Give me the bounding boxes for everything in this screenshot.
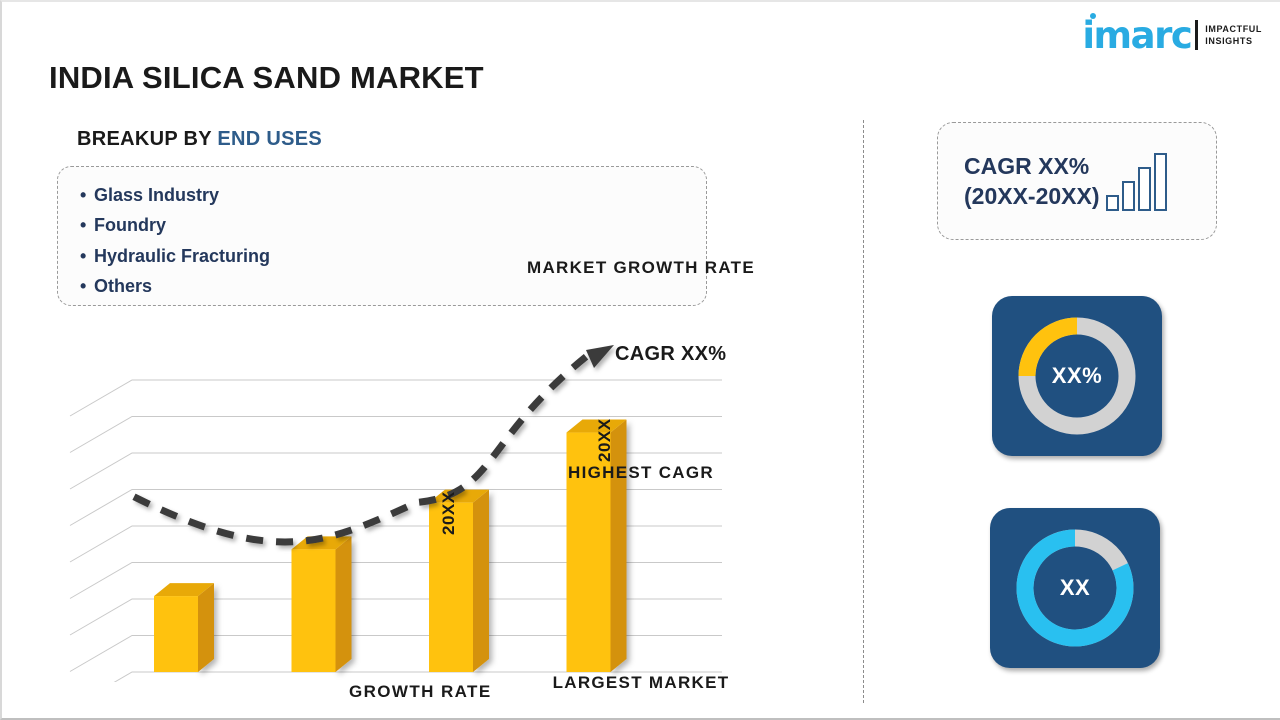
highest-cagr-donut xyxy=(1018,317,1136,435)
chart-canvas xyxy=(69,345,722,682)
list-item: • Foundry xyxy=(80,210,706,240)
logo-tagline: IMPACTFUL INSIGHTS xyxy=(1205,23,1262,47)
page-title: INDIA SILICA SAND MARKET xyxy=(49,60,484,95)
cagr-period: (20XX-20XX) xyxy=(964,183,1100,209)
logo-tagline-line1: IMPACTFUL xyxy=(1205,24,1262,34)
end-use-label: Hydraulic Fracturing xyxy=(94,245,271,266)
bullet-icon: • xyxy=(80,185,87,205)
end-uses-card: • Glass Industry • Foundry • Hydraulic Frac… xyxy=(57,166,707,306)
chart-trend-label: CAGR XX% xyxy=(615,343,727,365)
bar-value-label: 20XX xyxy=(595,418,614,462)
bullet-icon: • xyxy=(80,276,87,297)
vertical-divider xyxy=(863,120,864,703)
chart-gridlines xyxy=(69,379,722,682)
bar-chart-ascending-icon xyxy=(1105,151,1167,211)
chart-trend-arrow xyxy=(132,345,614,546)
highest-cagr-tile: XX% xyxy=(992,296,1162,456)
bullet-icon: • xyxy=(80,245,87,266)
largest-market-value: XX xyxy=(1059,575,1091,600)
logo-tagline-line2: INSIGHTS xyxy=(1205,36,1253,46)
end-use-label: Glass Industry xyxy=(94,185,220,205)
subtitle-prefix: BREAKUP BY xyxy=(77,128,218,150)
chart-x-axis-label: GROWTH RATE xyxy=(349,682,492,701)
market-growth-rate-card: CAGR XX% (20XX-20XX) xyxy=(937,122,1217,240)
end-use-label: Others xyxy=(94,276,153,297)
largest-market-caption: LARGEST MARKET xyxy=(552,673,730,692)
logo-wordmark: imarc xyxy=(1082,12,1193,57)
list-item: • Hydraulic Fracturing xyxy=(80,241,706,271)
bullet-icon: • xyxy=(80,215,87,236)
subtitle-highlight: END USES xyxy=(217,128,323,150)
list-item: • Others xyxy=(80,271,706,301)
imarc-logo: imarc IMPACTFUL INSIGHTS xyxy=(1082,12,1262,57)
highest-cagr-value: XX% xyxy=(1051,363,1103,388)
bar-value-label: 20XX xyxy=(439,491,458,535)
chart-bars xyxy=(154,419,627,672)
largest-market-donut xyxy=(1016,529,1134,647)
market-growth-rate-caption: MARKET GROWTH RATE xyxy=(526,258,755,277)
largest-market-tile: XX xyxy=(990,508,1160,668)
growth-rate-bar-chart xyxy=(62,332,762,682)
cagr-card-text: CAGR XX% (20XX-20XX) xyxy=(964,151,1100,211)
cagr-value: CAGR XX% xyxy=(964,153,1090,179)
page-subtitle: BREAKUP BY END USES xyxy=(77,128,322,151)
list-item: • Glass Industry xyxy=(80,180,706,210)
logo-dot-icon xyxy=(1090,12,1097,19)
highest-cagr-caption: HIGHEST CAGR xyxy=(568,463,714,482)
end-use-label: Foundry xyxy=(94,215,166,236)
logo-divider xyxy=(1195,20,1199,50)
